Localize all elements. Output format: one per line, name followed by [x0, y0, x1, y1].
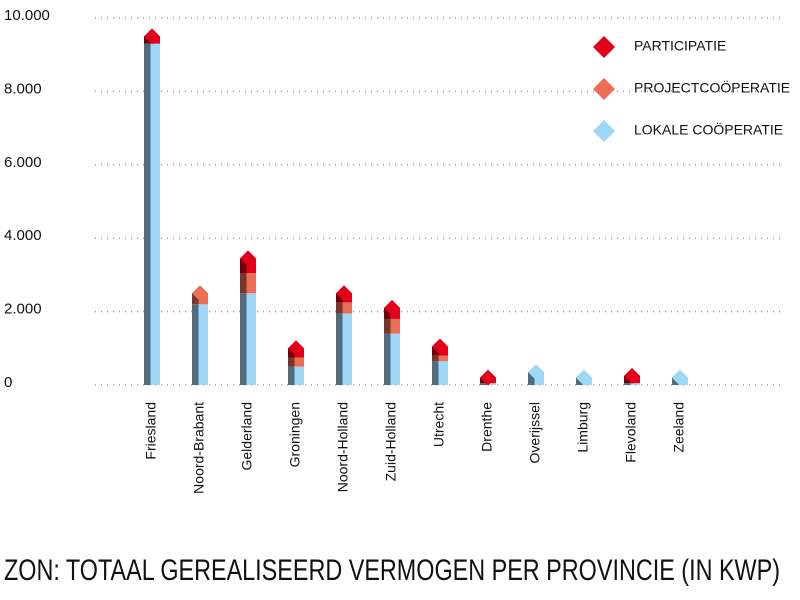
x-tick-label: Flevoland	[623, 402, 639, 463]
x-tick-label: Overijssel	[527, 402, 543, 463]
bar-segment	[384, 318, 400, 334]
bar-cap	[480, 369, 496, 386]
y-tick-label: 0	[4, 374, 12, 391]
bar-cap	[528, 364, 544, 381]
x-tick-label: Zuid-Holland	[383, 402, 399, 481]
y-tick-label: 10.000	[4, 7, 50, 24]
y-tick-label: 8.000	[4, 80, 42, 97]
bar-segment	[192, 304, 208, 385]
y-tick-label: 4.000	[4, 227, 42, 244]
x-tick-label: Utrecht	[431, 402, 447, 447]
bar-segment	[384, 333, 400, 385]
bar-cap	[144, 28, 160, 45]
bar-cap	[432, 338, 448, 355]
bar-segment	[288, 366, 304, 385]
bar-cap	[672, 369, 688, 386]
bar-segment	[144, 43, 160, 385]
legend-label: PROJECTCOÖPERATIE	[634, 79, 790, 96]
bar-segment	[336, 302, 352, 314]
legend-label: LOKALE COÖPERATIE	[634, 121, 783, 138]
y-tick-label: 2.000	[4, 301, 42, 318]
x-tick-label: Zeeland	[671, 402, 687, 453]
bar-segment	[240, 293, 256, 385]
bar-segment	[624, 383, 640, 385]
bar-cap	[288, 340, 304, 357]
bar-cap	[576, 369, 592, 386]
bar-cap	[192, 285, 208, 302]
bar-cap	[384, 299, 400, 316]
bar-cap	[624, 367, 640, 384]
x-tick-label: Noord-Holland	[335, 402, 351, 492]
x-tick-label: Limburg	[575, 402, 591, 453]
bar-segment	[336, 313, 352, 385]
legend-marker	[593, 120, 615, 142]
chart-title: ZON: TOTAAL GEREALISEERD VERMOGEN PER PR…	[4, 554, 780, 587]
y-tick-label: 6.000	[4, 154, 42, 171]
x-tick-label: Gelderland	[239, 402, 255, 471]
bar-cap	[336, 285, 352, 302]
legend-marker	[593, 36, 615, 58]
bar-segment	[288, 357, 304, 367]
x-tick-label: Drenthe	[479, 402, 495, 452]
bar-segment	[432, 355, 448, 362]
legend-marker	[593, 78, 615, 100]
x-tick-label: Groningen	[287, 402, 303, 467]
x-tick-label: Noord-Brabant	[191, 402, 207, 494]
legend-label: PARTICIPATIE	[634, 38, 726, 54]
bar-cap	[240, 250, 256, 267]
x-tick-label: Friesland	[143, 402, 159, 460]
bar-segment	[240, 273, 256, 294]
bar-segment	[432, 361, 448, 385]
